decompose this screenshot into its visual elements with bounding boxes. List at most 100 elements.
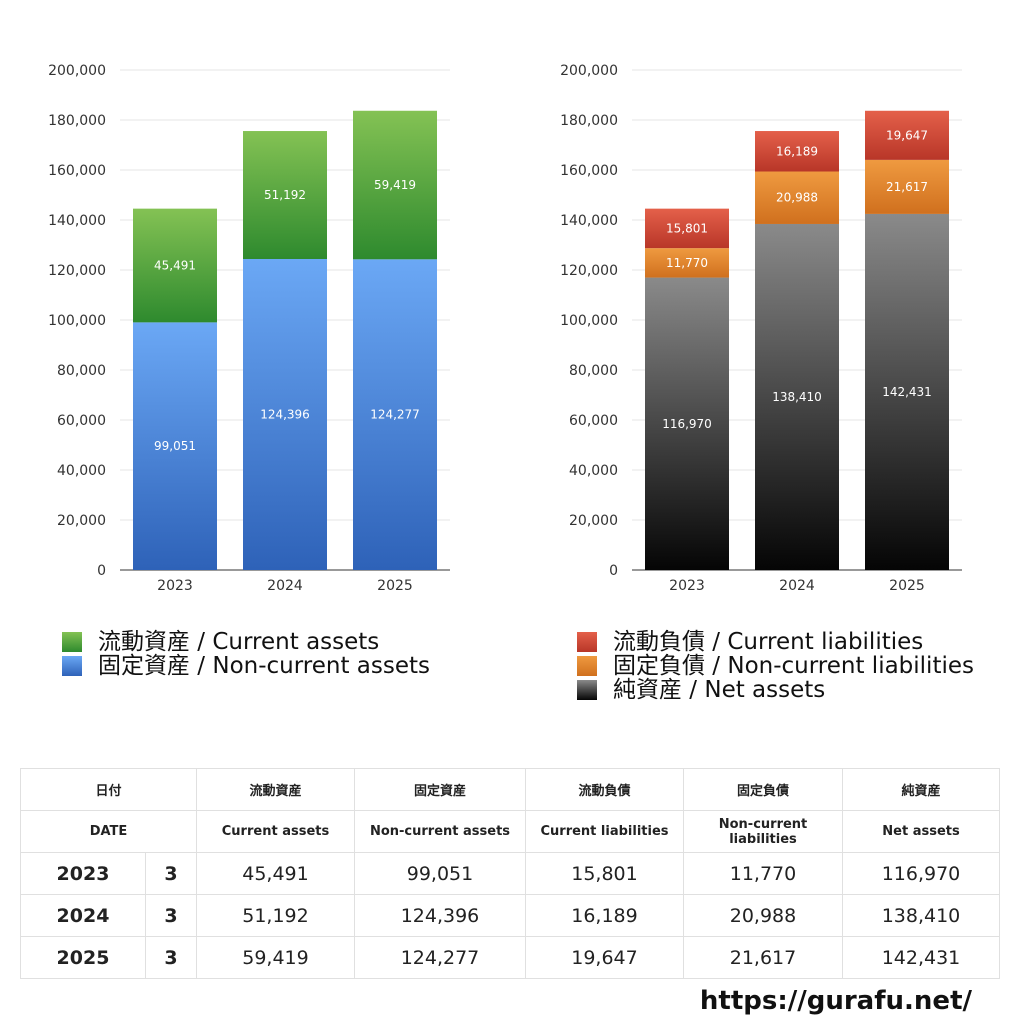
y-tick-label: 140,000 [48,213,106,229]
x-tick-label: 2023 [157,578,193,594]
legend-swatch [62,632,82,652]
header-net-assets-en: Net assets [842,810,1000,853]
header-noncurrent-assets-en: Non-current assets [354,810,526,853]
y-tick-label: 200,000 [560,63,618,79]
data-label: 99,051 [154,439,196,453]
assets-legend: 流動資産 / Current assets 固定資産 / Non-current … [62,630,430,678]
table-header-en: DATE Current assets Non-current assets C… [20,810,1000,853]
y-tick-label: 60,000 [57,413,106,429]
x-tick-label: 2024 [779,578,815,594]
legend-label: 純資産 / Net assets [613,677,826,703]
row-month: 3 [145,894,197,937]
cell-net-assets: 142,431 [842,936,1000,979]
data-label: 142,431 [882,385,932,399]
legend-item: 流動資産 / Current assets [62,630,430,654]
legend-label: 流動資産 / Current assets [98,629,380,655]
data-label: 19,647 [886,128,928,142]
table-header-jp: 日付 流動資産 固定資産 流動負債 固定負債 純資産 [20,768,1000,811]
cell-noncurrent-assets: 124,277 [354,936,526,979]
y-tick-label: 0 [97,563,106,579]
header-noncurrent-liabilities-jp: 固定負債 [683,768,843,811]
y-tick-label: 120,000 [560,263,618,279]
y-tick-label: 20,000 [569,513,618,529]
legend-swatch [577,680,597,700]
liabilities-legend: 流動負債 / Current liabilities 固定負債 / Non-cur… [577,630,974,702]
y-tick-label: 40,000 [57,463,106,479]
legend-item: 流動負債 / Current liabilities [577,630,974,654]
cell-current-liabilities: 15,801 [525,852,684,895]
y-tick-label: 180,000 [560,113,618,129]
x-tick-label: 2024 [267,578,303,594]
data-label: 45,491 [154,259,196,273]
bar-segment [645,248,729,278]
bar-segment [133,208,217,323]
row-year: 2023 [20,852,146,895]
cell-noncurrent-liabilities: 21,617 [683,936,843,979]
y-tick-label: 40,000 [569,463,618,479]
cell-net-assets: 138,410 [842,894,1000,937]
data-label: 11,770 [666,256,708,270]
header-net-assets-jp: 純資産 [842,768,1000,811]
y-tick-label: 200,000 [48,63,106,79]
data-label: 59,419 [374,178,416,192]
cell-current-liabilities: 16,189 [525,894,684,937]
row-year: 2024 [20,894,146,937]
x-tick-label: 2025 [889,578,925,594]
y-tick-label: 160,000 [48,163,106,179]
bar-segment [133,322,217,570]
liabilities-chart: 0 20,000 40,000 60,000 80,000 100,000 120,000 1… [560,63,962,594]
data-label: 20,988 [776,191,818,205]
table-row: 2025 3 59,419 124,277 19,647 21,617 142,… [20,936,1000,979]
assets-chart: 0 20,000 40,000 60,000 80,000 100,000 120,000 1… [48,63,450,594]
header-date-en: DATE [20,810,197,853]
bar-segment [865,110,949,160]
legend-item: 固定資産 / Non-current assets [62,654,430,678]
header-date-jp: 日付 [20,768,197,811]
y-tick-label: 80,000 [57,363,106,379]
site-url: https://gurafu.net/ [699,986,972,1016]
data-label: 124,277 [370,408,420,422]
data-label: 116,970 [662,417,712,431]
bar-segment [645,277,729,570]
bar-segment [865,159,949,214]
header-noncurrent-assets-jp: 固定資産 [354,768,526,811]
y-tick-label: 100,000 [48,313,106,329]
header-current-liabilities-jp: 流動負債 [525,768,684,811]
cell-current-assets: 45,491 [196,852,355,895]
header-noncurrent-liabilities-en: Non-current liabilities [683,810,843,853]
row-year: 2025 [20,936,146,979]
y-tick-label: 0 [609,563,618,579]
legend-swatch [577,656,597,676]
legend-swatch [62,656,82,676]
legend-item: 純資産 / Net assets [577,678,974,702]
bar-segment [353,259,437,570]
legend-label: 固定負債 / Non-current liabilities [613,653,974,679]
row-month: 3 [145,936,197,979]
cell-noncurrent-liabilities: 20,988 [683,894,843,937]
cell-current-assets: 59,419 [196,936,355,979]
bar-segment [243,131,327,260]
cell-noncurrent-assets: 99,051 [354,852,526,895]
x-tick-label: 2025 [377,578,413,594]
bar-segment [353,110,437,260]
bar-segment [243,259,327,570]
bar-segment [755,171,839,224]
cell-net-assets: 116,970 [842,852,1000,895]
cell-current-assets: 51,192 [196,894,355,937]
legend-label: 固定資産 / Non-current assets [98,653,431,679]
bar-segment [755,131,839,172]
legend-label: 流動負債 / Current liabilities [613,629,924,655]
header-current-assets-en: Current assets [196,810,355,853]
y-tick-label: 120,000 [48,263,106,279]
data-label: 16,189 [776,144,818,158]
y-tick-label: 180,000 [48,113,106,129]
y-tick-label: 160,000 [560,163,618,179]
legend-item: 固定負債 / Non-current liabilities [577,654,974,678]
header-current-liabilities-en: Current liabilities [525,810,684,853]
table-row: 2023 3 45,491 99,051 15,801 11,770 116,9… [20,852,1000,895]
x-tick-label: 2023 [669,578,705,594]
row-month: 3 [145,852,197,895]
bar-segment [645,208,729,249]
bar-segment [865,213,949,571]
cell-current-liabilities: 19,647 [525,936,684,979]
